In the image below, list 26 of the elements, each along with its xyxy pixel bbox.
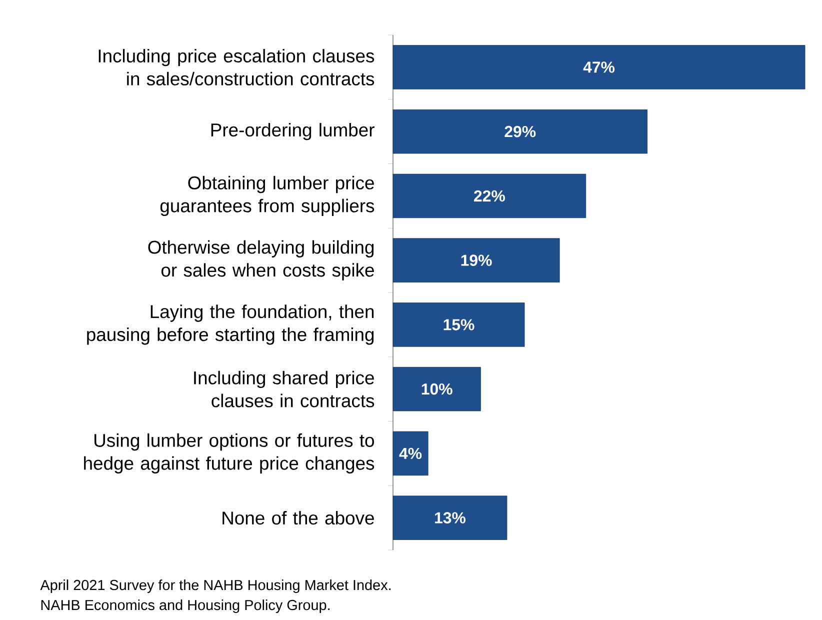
y-tick-label: Including price escalation clauses in sales/construction contracts <box>98 48 374 86</box>
y-tick-label: Including shared price clauses in contracts <box>194 370 374 408</box>
y-tick-label: None of the above <box>222 511 374 525</box>
y-tick-label: Otherwise delaying building or sales when costs spike <box>148 240 374 280</box>
bar <box>392 431 428 476</box>
data-label: 10% <box>422 383 452 395</box>
bar <box>392 174 586 218</box>
data-label: 22% <box>474 190 505 202</box>
bar <box>392 109 648 154</box>
data-label: 29% <box>504 126 536 138</box>
y-tick-label: Laying the foundation, then pausing before starting the framing <box>87 304 374 345</box>
data-label: 15% <box>444 319 474 330</box>
bar <box>392 496 508 540</box>
data-label: 4% <box>399 448 422 460</box>
y-tick-label: Pre-ordering lumber <box>211 122 374 140</box>
bar <box>392 302 525 347</box>
data-label: 19% <box>461 254 492 266</box>
text: April 2021 Survey for the NAHB Housing Market Index. <box>40 580 391 593</box>
y-tick-label: Obtaining lumber price guarantees from suppliers <box>160 176 374 216</box>
bar <box>392 45 806 90</box>
text: NAHB Economics and Housing Policy Group. <box>41 600 330 613</box>
y-tick-label: Using lumber options or futures to hedge against future price changes <box>84 433 374 474</box>
data-label: 13% <box>435 512 466 524</box>
bar <box>392 366 481 412</box>
data-label: 47% <box>583 62 615 73</box>
bar <box>392 238 560 282</box>
